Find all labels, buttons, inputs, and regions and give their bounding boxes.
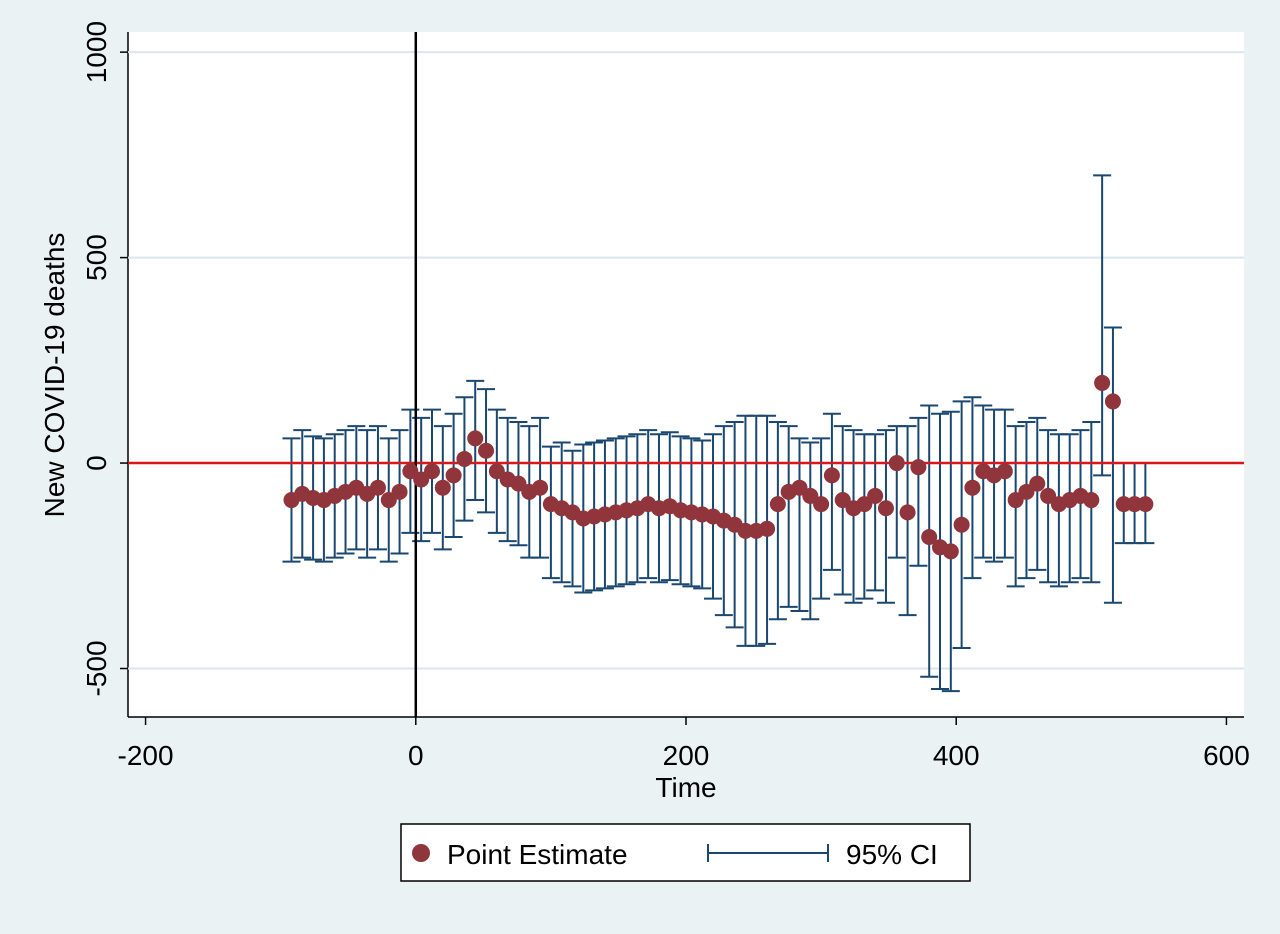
point: [413, 471, 430, 488]
point: [467, 430, 484, 447]
point: [942, 543, 959, 560]
x-axis-label: Time: [655, 772, 716, 803]
point: [1040, 487, 1057, 504]
point: [1094, 374, 1111, 391]
point: [899, 504, 916, 521]
y-tick-label: -500: [81, 640, 112, 696]
x-tick-label: 400: [933, 740, 980, 771]
point: [888, 455, 905, 472]
point: [434, 479, 451, 496]
x-tick-label: 200: [663, 740, 710, 771]
point: [910, 459, 927, 476]
point: [802, 487, 819, 504]
point: [867, 487, 884, 504]
y-tick-label: 1000: [81, 21, 112, 83]
point: [1083, 492, 1100, 509]
legend: [400, 823, 971, 882]
point: [488, 463, 505, 480]
point: [769, 496, 786, 513]
point: [1007, 492, 1024, 509]
point: [1104, 393, 1121, 410]
legend-label: Point Estimate: [447, 839, 628, 870]
point: [964, 479, 981, 496]
point: [478, 442, 495, 459]
plot-area: [128, 32, 1244, 717]
point: [921, 529, 938, 546]
legend-marker: [412, 844, 430, 862]
point: [834, 492, 851, 509]
point: [380, 492, 397, 509]
point: [1029, 475, 1046, 492]
x-tick-label: 0: [408, 740, 424, 771]
point: [856, 496, 873, 513]
point: [877, 500, 894, 517]
point: [996, 463, 1013, 480]
point: [369, 479, 386, 496]
point: [391, 483, 408, 500]
point: [423, 463, 440, 480]
point: [823, 467, 840, 484]
legend-label: 95% CI: [846, 839, 938, 870]
point: [953, 516, 970, 533]
point: [402, 463, 419, 480]
point: [445, 467, 462, 484]
point: [1137, 496, 1154, 513]
point: [456, 450, 473, 467]
point: [510, 475, 527, 492]
y-tick-label: 0: [81, 455, 112, 471]
x-tick-label: 600: [1203, 740, 1250, 771]
y-axis-label: New COVID-19 deaths: [39, 233, 70, 518]
y-tick-label: 500: [81, 234, 112, 281]
point: [1018, 483, 1035, 500]
x-tick-label: -200: [118, 740, 174, 771]
point: [813, 496, 830, 513]
point: [791, 479, 808, 496]
point: [759, 520, 776, 537]
point: [532, 479, 549, 496]
